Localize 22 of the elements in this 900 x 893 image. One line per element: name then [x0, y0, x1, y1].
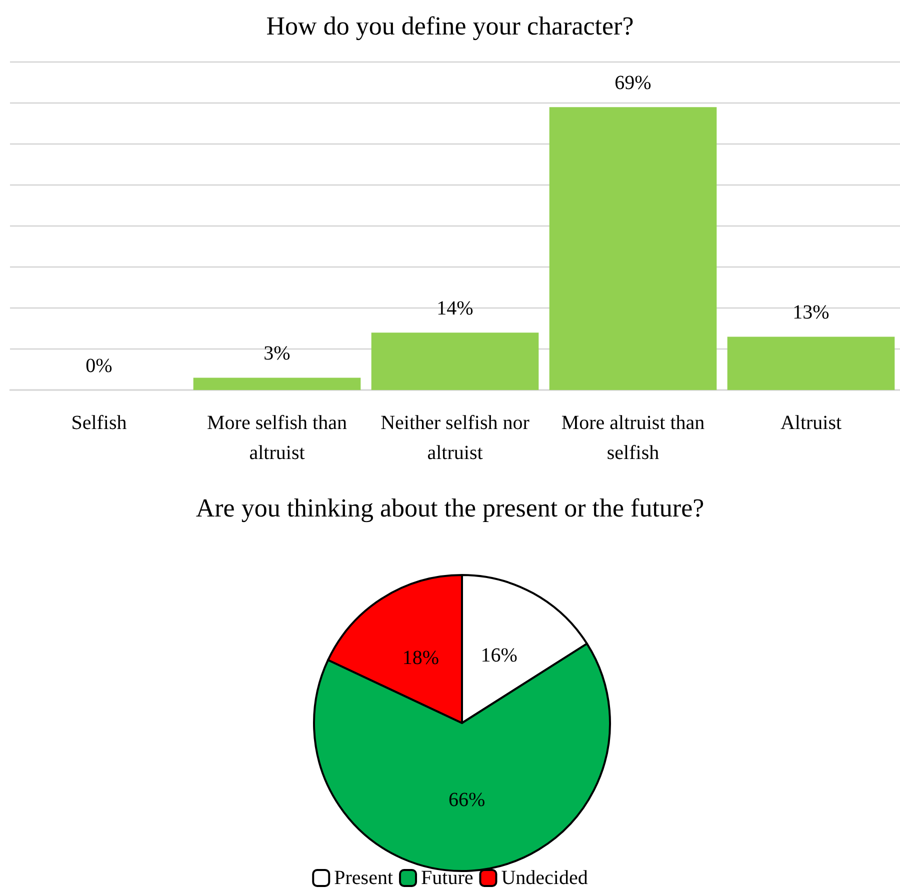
chart-title: How do you define your character?	[266, 12, 634, 40]
data-label: 0%	[86, 355, 112, 377]
x-tick-label: Neither selfish nor altruist	[380, 412, 530, 464]
legend-label: Future	[421, 867, 474, 889]
data-label: 3%	[264, 342, 290, 365]
data-label: 66%	[448, 788, 486, 811]
bar	[727, 336, 895, 390]
data-label: 69%	[614, 72, 652, 94]
data-label: 13%	[792, 302, 830, 324]
bar	[193, 378, 361, 390]
x-tick-label: Altruist	[780, 412, 842, 434]
x-tick-label: More selfish than altruist	[207, 412, 347, 464]
bar	[371, 332, 539, 390]
bar	[549, 107, 717, 390]
legend-label: Undecided	[501, 867, 588, 889]
data-label: 18%	[402, 646, 440, 669]
data-label: 14%	[436, 298, 474, 320]
legend-label: Present	[334, 867, 394, 889]
chart-title: Are you thinking about the present or the future?	[196, 494, 704, 522]
data-label: 16%	[480, 644, 518, 667]
x-tick-label: More altruist than selfish	[561, 412, 705, 464]
x-tick-label: Selfish	[71, 412, 127, 434]
